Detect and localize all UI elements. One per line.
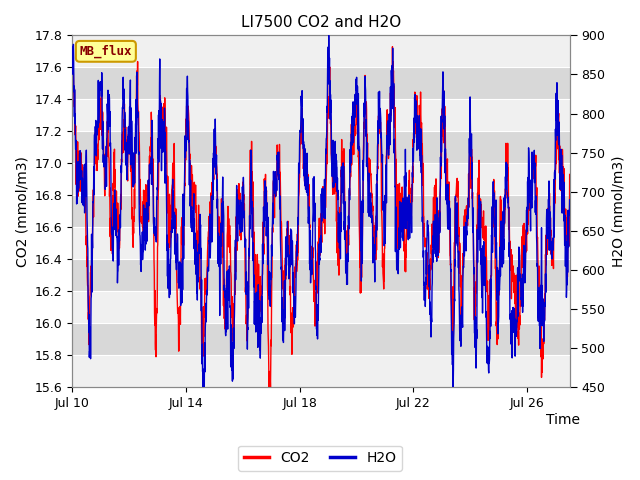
Bar: [72, 195, 570, 227]
Bar: [72, 99, 570, 131]
Y-axis label: H2O (mmol/m3): H2O (mmol/m3): [611, 156, 625, 267]
Bar: [72, 259, 570, 291]
Bar: [72, 323, 570, 355]
Legend: CO2, H2O: CO2, H2O: [238, 445, 402, 471]
Bar: [72, 67, 570, 99]
Bar: [72, 131, 570, 163]
Title: LI7500 CO2 and H2O: LI7500 CO2 and H2O: [241, 15, 401, 30]
Bar: [72, 291, 570, 323]
Bar: [72, 355, 570, 387]
Y-axis label: CO2 (mmol/m3): CO2 (mmol/m3): [15, 156, 29, 267]
Bar: [72, 163, 570, 195]
X-axis label: Time: Time: [545, 413, 580, 427]
Bar: [72, 227, 570, 259]
Bar: [72, 36, 570, 67]
Text: MB_flux: MB_flux: [79, 45, 132, 58]
